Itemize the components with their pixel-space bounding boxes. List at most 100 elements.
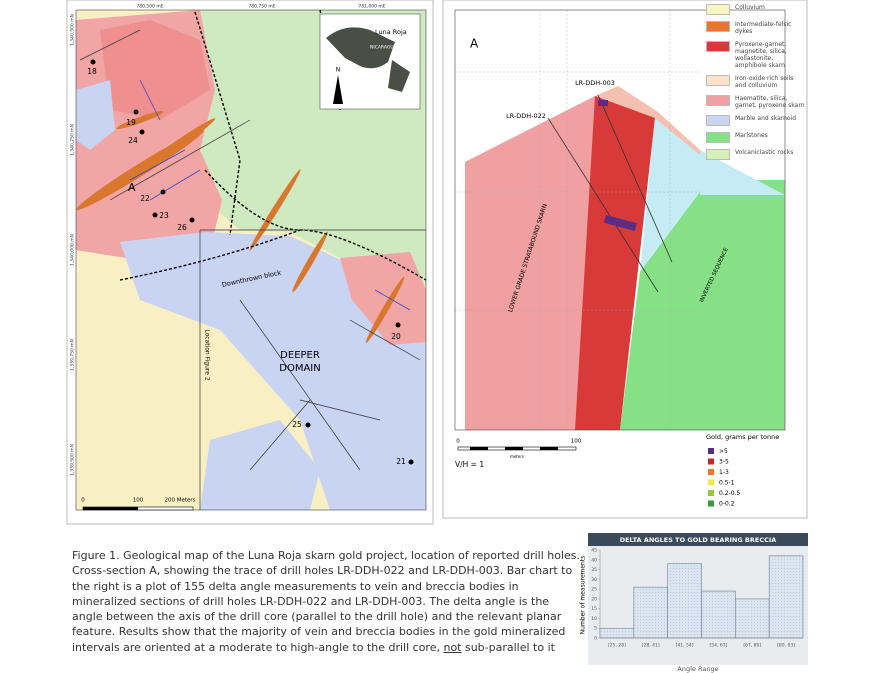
map-shape [597, 94, 673, 263]
bar [735, 598, 770, 639]
y-tick-label: 25 [591, 587, 597, 593]
chart-title: DELTA ANGLES TO GOLD BEARING BRECCIA [620, 536, 777, 544]
map-shape [249, 169, 301, 251]
map-shape [365, 277, 405, 343]
gold-label: 0.2-0.5 [719, 490, 740, 497]
map-shape [79, 29, 141, 61]
location-label: Location Figure 2 [204, 329, 211, 381]
gold-swatch [708, 479, 714, 486]
hole-label: LR-DDH-022 [506, 112, 546, 120]
map-shape [454, 9, 786, 431]
label: 25 [292, 420, 302, 429]
map-shape [189, 217, 195, 223]
map-shape [129, 79, 411, 311]
map-shape [292, 231, 328, 293]
map-shape [505, 447, 523, 450]
map-shape [395, 322, 401, 328]
y-tick-label: 35 [591, 567, 597, 573]
drill-hole-labels: 18 19 24 22 23 26 20 25 21 [87, 67, 406, 466]
y-tick-label: 30 [591, 577, 597, 583]
map-shape [700, 150, 785, 195]
label: 20 [391, 332, 401, 341]
label: 1,340,500 mN [70, 14, 76, 46]
map-shape [540, 447, 558, 450]
legend-swatch [706, 4, 730, 15]
legend-label: Marlstones [735, 132, 768, 139]
x-tick-label: [67, 80] [743, 643, 761, 649]
label: 1,339,750 mN [70, 339, 76, 371]
caption-text: sub-parallel to it [461, 640, 555, 654]
map-shape [603, 214, 637, 232]
label: 780,750 mE [248, 4, 275, 10]
legend-swatch [706, 41, 730, 52]
legend-label: Haematite, silica, garnet, pyroxene skar… [735, 95, 805, 109]
label: NICARAGUA [370, 45, 398, 51]
map-shape [620, 192, 700, 430]
y-tick-label: 10 [591, 616, 597, 622]
x-tick-label: [80, 93] [777, 643, 795, 649]
section-label: A [470, 37, 479, 51]
legend-label: Intermediate-felsic dykes [735, 21, 792, 35]
map-shape [326, 27, 395, 69]
gold-label: >5 [719, 448, 728, 455]
gold-swatch [708, 490, 714, 496]
label: 100 [571, 439, 582, 445]
map-shape [124, 118, 216, 182]
legend-swatch [706, 95, 730, 106]
label: 26 [177, 223, 187, 232]
legend-label: Marble and skarnoid [735, 115, 797, 122]
gold-label: 0-0.2 [719, 501, 735, 508]
section-legend: Colluvium Intermediate-felsic dykes Pyroxe… [706, 4, 806, 166]
label: 1,339,500 mN [70, 444, 76, 476]
bar [701, 590, 736, 639]
map-shape [152, 212, 158, 218]
map-shape [90, 59, 414, 465]
map-panel: 18 19 24 22 23 26 20 25 21 A Downthrown … [66, 0, 434, 525]
map-shape [133, 109, 139, 115]
map-shape [116, 110, 164, 130]
map-shape [465, 96, 598, 430]
bar-chart: DELTA ANGLES TO GOLD BEARING BRECCIA Num… [580, 533, 808, 673]
legend-swatch [706, 21, 730, 32]
y-tick-label: 15 [591, 606, 597, 612]
map-shape [588, 533, 808, 546]
label: 100 [133, 498, 144, 504]
map-shape [200, 420, 320, 510]
figure-caption: Figure 1. Geological map of the Luna Roj… [72, 548, 582, 655]
y-tick-label: 20 [591, 596, 597, 602]
map-shape [100, 20, 210, 120]
domain-label: DOMAIN [279, 363, 320, 374]
label: 1,340,250 mN [70, 124, 76, 156]
x-axis-label: Angle Range [677, 665, 718, 673]
section-panel: A LR-DDH-003 LR-DDH-022 LOWER GRADE STRA… [442, 0, 808, 519]
map-shape: 780,500 mE 780,750 mE 781,000 mE 1,340,5… [70, 4, 386, 477]
hole-label: LR-DDH-003 [575, 79, 615, 87]
map-shape [470, 447, 488, 450]
map-shape [149, 169, 201, 201]
x-tick-label: [54, 67] [710, 643, 728, 649]
map-shape [333, 75, 343, 104]
bar [599, 627, 635, 639]
section-scale: 0 100 meters V/H = 1 [455, 439, 582, 470]
map-shape [595, 86, 700, 160]
map-shape [76, 10, 426, 510]
gold-label: 1-3 [719, 469, 729, 476]
label: meters [510, 454, 524, 459]
legend-label: Colluvium [735, 4, 765, 11]
label: 0 [81, 498, 85, 504]
gold-label: 0.5-1 [719, 480, 735, 487]
gold-label: 3-5 [719, 459, 729, 466]
legend-item: Intermediate-felsic dykes [706, 21, 806, 35]
label: 24 [128, 136, 138, 145]
map-shape [75, 9, 427, 511]
map-shape [340, 252, 426, 345]
map-shape [129, 149, 186, 181]
y-tick-label: 0 [594, 636, 597, 642]
legend-swatch [706, 75, 730, 86]
gold-legend: >5 3-5 1-3 0.5-1 0.2-0.5 0-0.2 [708, 448, 740, 508]
gold-swatch [708, 448, 714, 454]
map-shape [455, 10, 700, 430]
map-shape [76, 80, 115, 150]
